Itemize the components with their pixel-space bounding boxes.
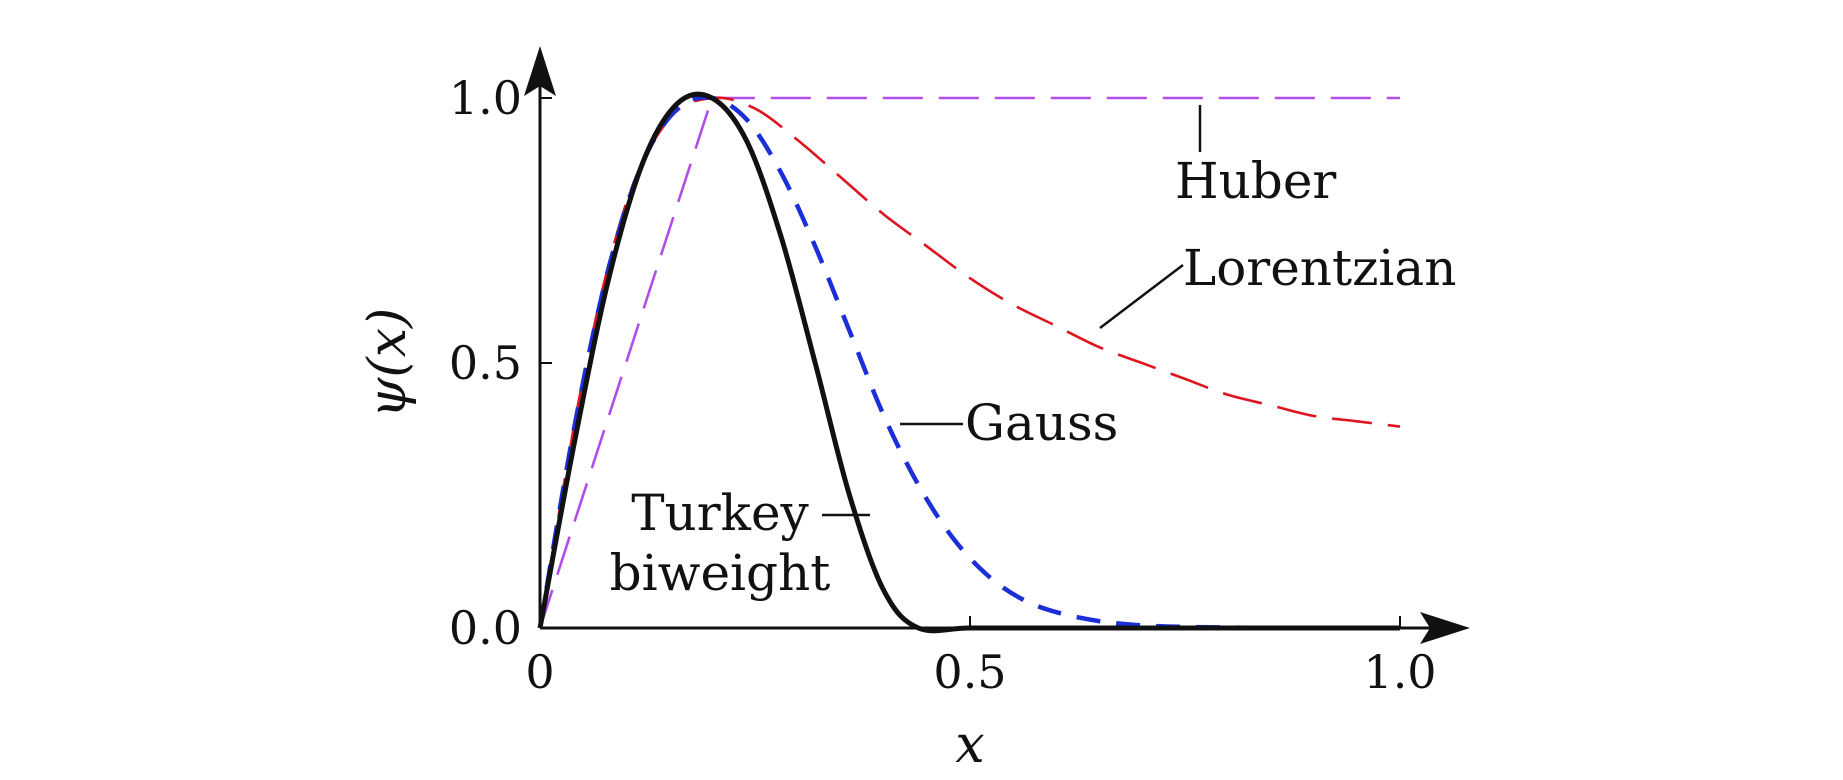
annotation-turkey-line-0: Turkey xyxy=(631,484,809,542)
series-line-lorentzian xyxy=(538,96,1401,629)
annotation-gauss-line-0: Gauss xyxy=(965,394,1118,452)
series-lines xyxy=(537,91,1401,634)
annotation-turkey-line-1: biweight xyxy=(610,544,831,602)
x-tick-label: 0 xyxy=(525,645,554,699)
x-tick-label: 0.5 xyxy=(933,645,1006,699)
y-tick-label: 0.0 xyxy=(449,601,522,655)
series-line-turkey-biweight xyxy=(537,91,1400,634)
axes: 0 0.5 1.0 0.0 0.5 1.0 x ψ(x) xyxy=(358,46,1470,775)
y-tick-label: 1.0 xyxy=(449,71,522,125)
annotation-lorentzian-line-0: Lorentzian xyxy=(1183,239,1456,297)
x-axis-title: x xyxy=(955,715,984,775)
series-line-huber xyxy=(538,96,1400,629)
y-tick-label: 0.5 xyxy=(449,336,522,390)
annotation-leader-lorentzian xyxy=(1099,264,1184,329)
x-tick-label: 1.0 xyxy=(1363,645,1436,699)
annotation-huber-line-0: Huber xyxy=(1175,152,1336,210)
y-axis-arrow xyxy=(524,46,556,96)
y-axis-title: ψ(x) xyxy=(358,308,418,419)
x-axis-arrow xyxy=(1420,612,1470,644)
